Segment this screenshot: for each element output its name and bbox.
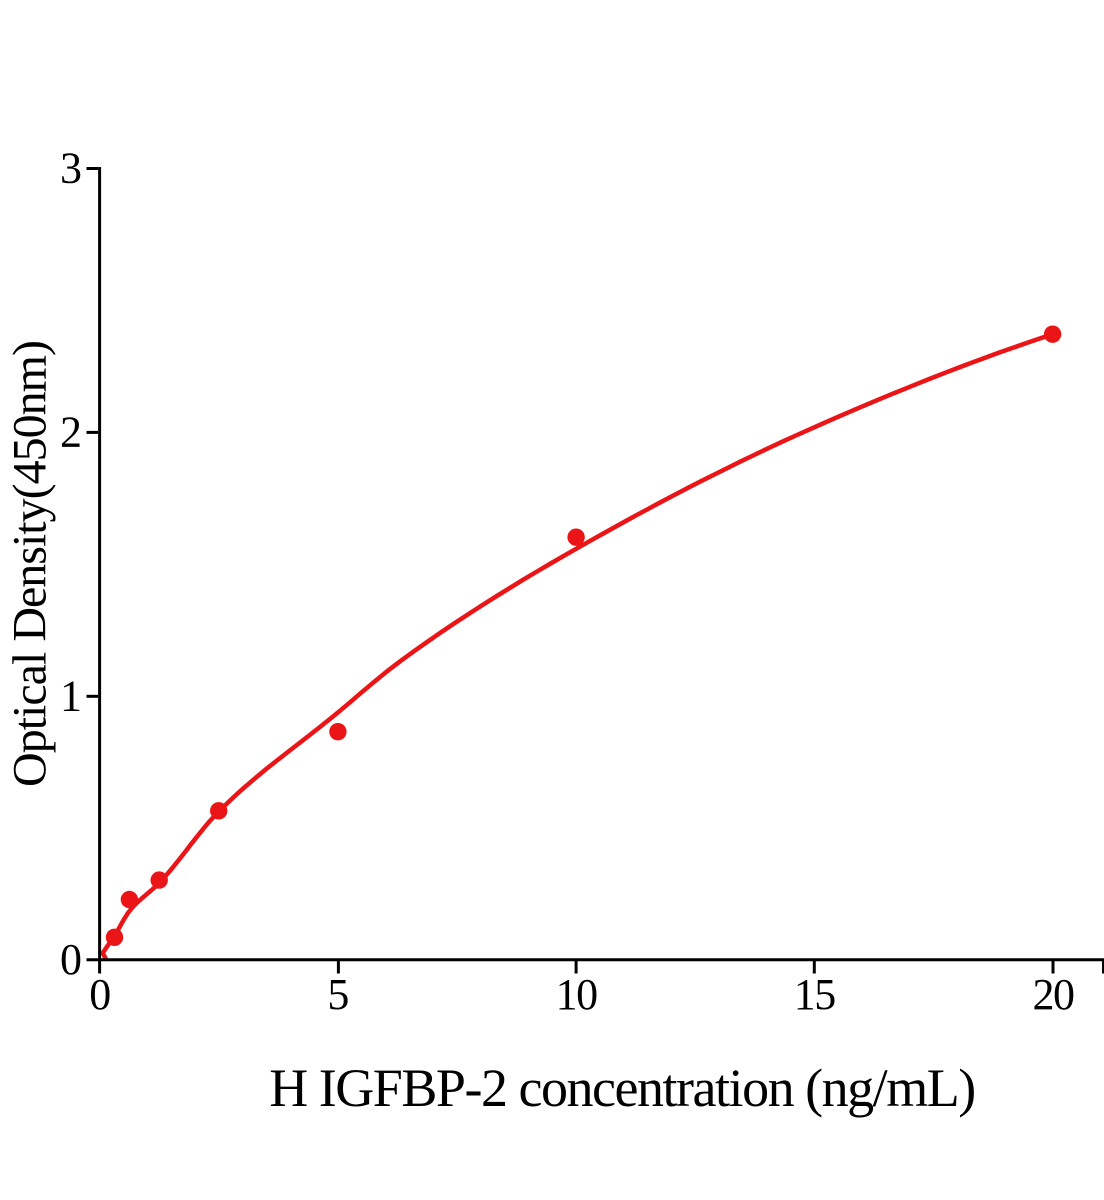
svg-text:0: 0 xyxy=(60,935,82,984)
svg-text:15: 15 xyxy=(794,970,836,1019)
svg-text:Optical Density(450nm): Optical Density(450nm) xyxy=(3,341,56,787)
svg-text:1: 1 xyxy=(60,671,82,720)
svg-text:3: 3 xyxy=(60,144,82,193)
svg-text:2: 2 xyxy=(60,407,82,456)
svg-text:H IGFBP-2 concentration (ng/mL: H IGFBP-2 concentration (ng/mL) xyxy=(269,1058,974,1118)
svg-text:5: 5 xyxy=(327,970,349,1019)
svg-text:20: 20 xyxy=(1033,970,1075,1019)
svg-text:0: 0 xyxy=(89,970,111,1019)
svg-text:10: 10 xyxy=(556,970,598,1019)
